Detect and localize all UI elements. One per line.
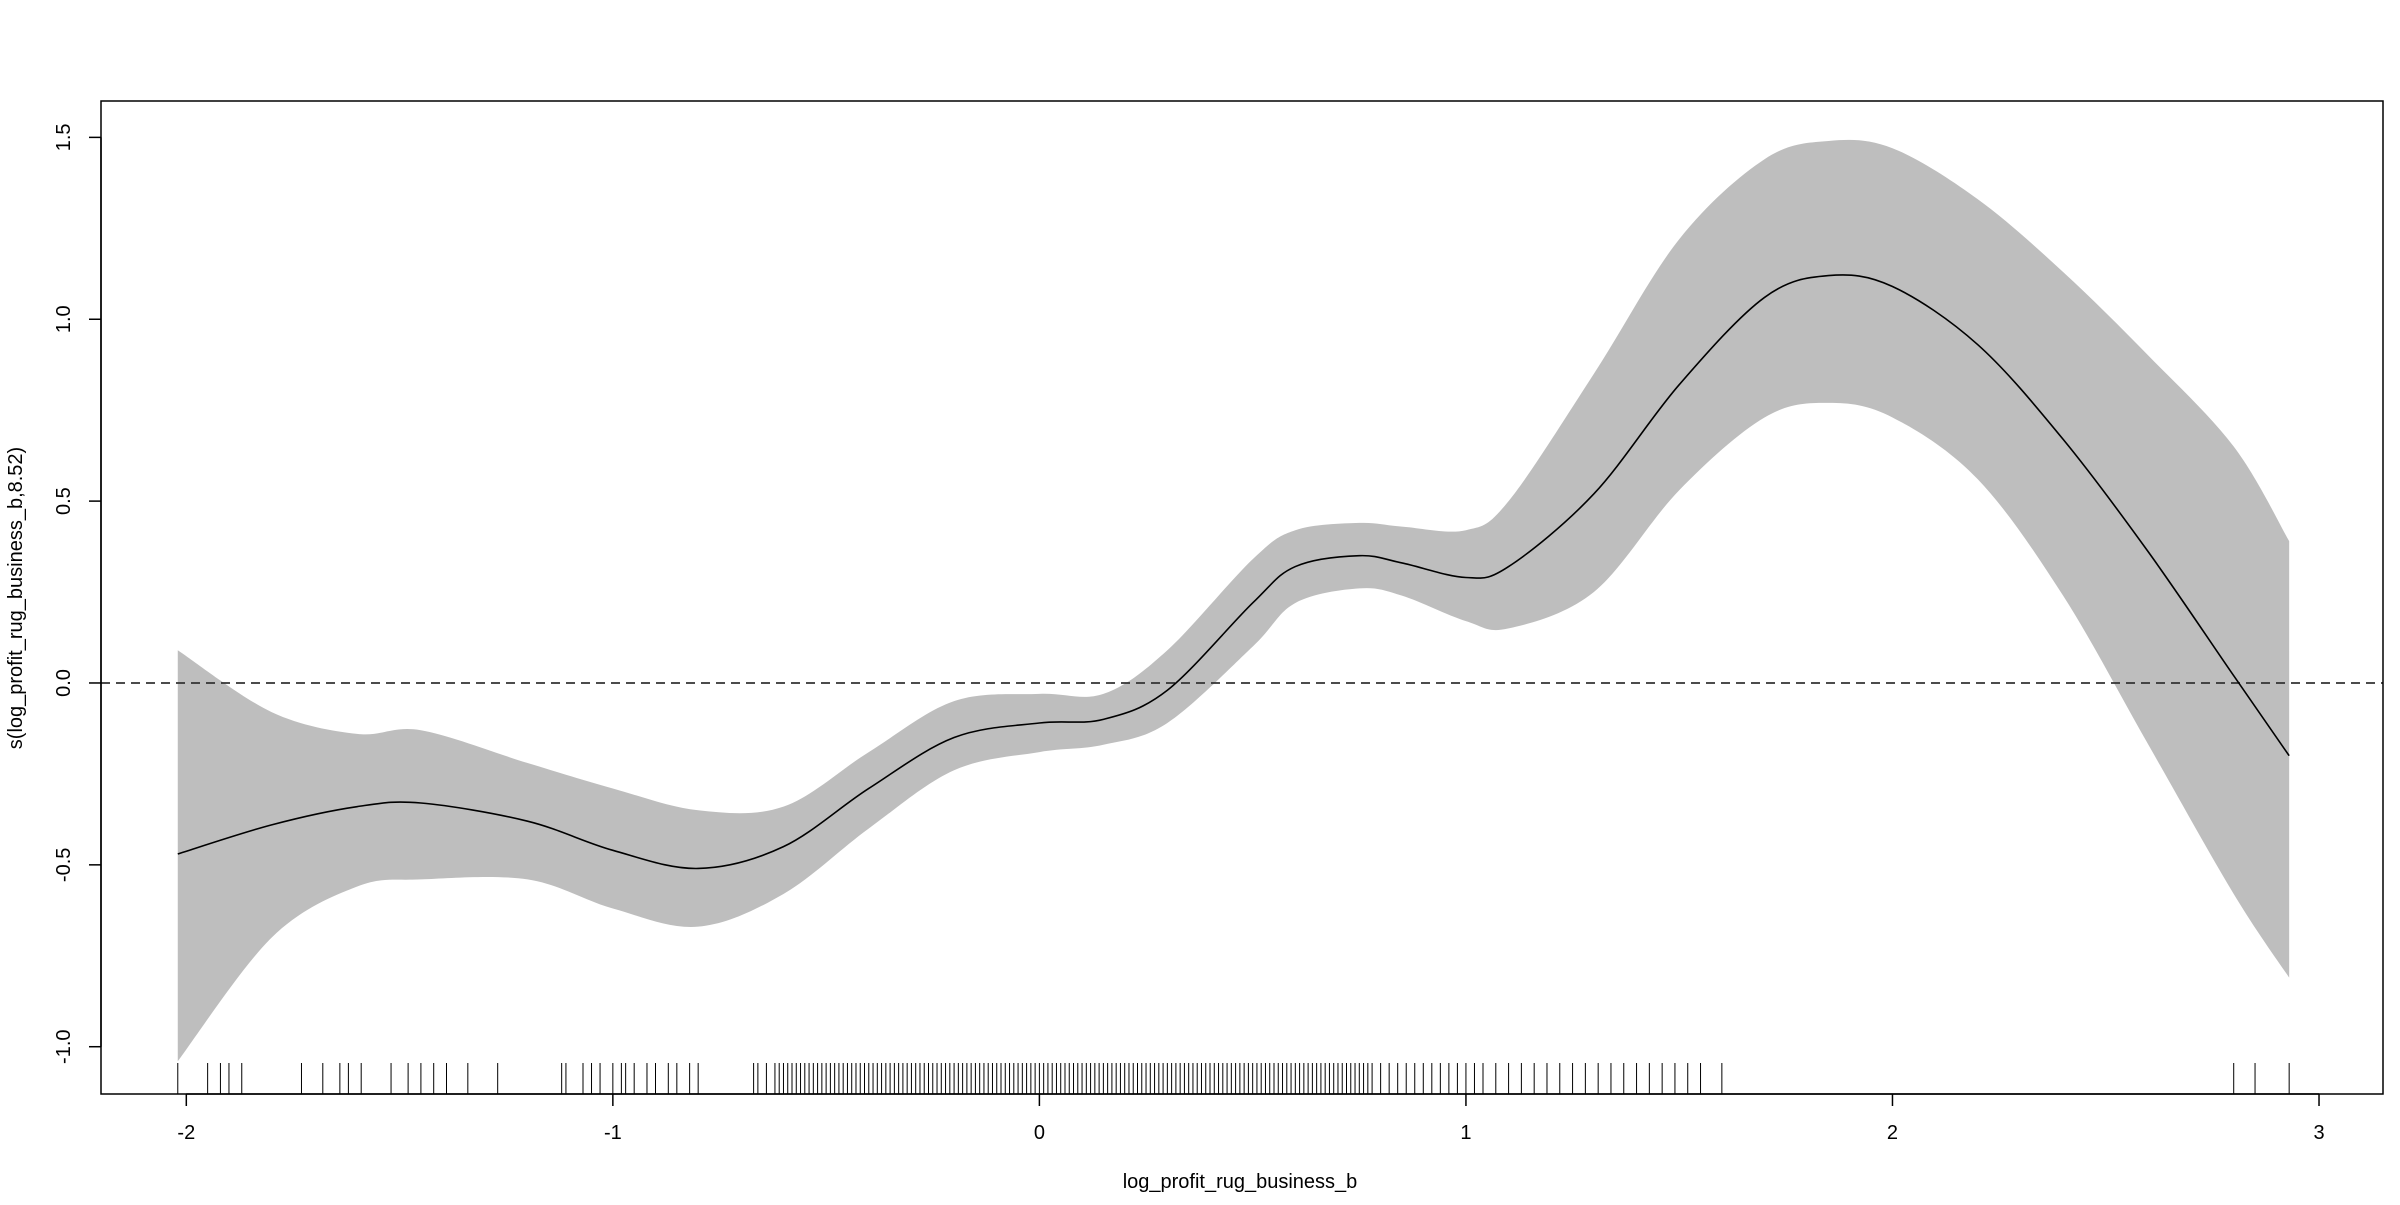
rug-layer [177,1063,2290,1094]
y-axis: -1.0 -0.5 0.0 0.5 1.0 1.5 [53,123,102,1064]
y-tick-label: 1.0 [53,305,75,333]
x-tick-label: 1 [1460,1122,1471,1144]
x-tick-label: -2 [177,1122,195,1144]
smooth-fit-line [177,274,2290,870]
y-axis-title: s(log_profit_rug_business_b,8.52) [5,447,27,749]
x-axis-title: log_profit_rug_business_b [1123,1171,1358,1193]
y-tick-label: 1.5 [53,123,75,151]
x-tick-label: -1 [604,1122,622,1144]
x-axis: -2 -1 0 1 2 3 [177,1093,2325,1144]
y-tick-label: 0.5 [53,487,75,515]
confidence-band-layer [177,139,2290,1062]
x-tick-label: 2 [1887,1122,1898,1144]
x-tick-label: 0 [1034,1122,1045,1144]
confidence-band [177,139,2290,1062]
x-tick-label: 3 [2313,1122,2324,1144]
fit-line-layer [177,274,2290,870]
y-tick-label: 0.0 [53,669,75,697]
y-tick-label: -0.5 [53,848,75,882]
y-tick-label: -1.0 [53,1029,75,1063]
